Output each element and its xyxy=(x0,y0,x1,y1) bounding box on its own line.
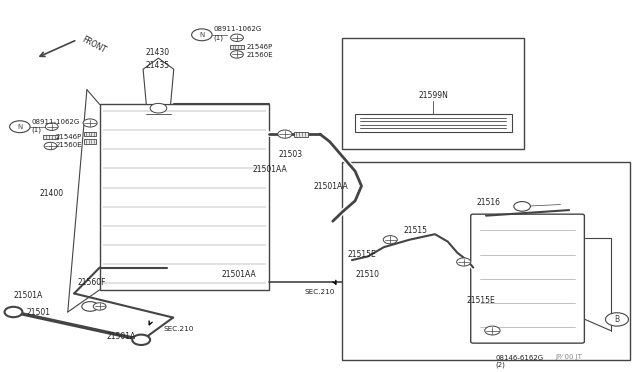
Bar xyxy=(230,45,244,49)
Text: N: N xyxy=(199,32,205,38)
Circle shape xyxy=(4,307,22,317)
Text: 21510: 21510 xyxy=(355,270,379,279)
Bar xyxy=(294,132,308,137)
Bar xyxy=(44,135,58,139)
Text: 21435: 21435 xyxy=(145,61,169,70)
Circle shape xyxy=(10,121,30,133)
Text: 21400: 21400 xyxy=(39,189,63,198)
Circle shape xyxy=(150,103,167,113)
Text: 21501AA: 21501AA xyxy=(314,182,348,190)
Text: 08911-1062G: 08911-1062G xyxy=(31,119,79,125)
Text: 21599N: 21599N xyxy=(419,91,448,100)
Text: SEC.210: SEC.210 xyxy=(164,326,194,332)
Circle shape xyxy=(132,335,150,345)
Text: 08911-1062G: 08911-1062G xyxy=(213,26,262,32)
Circle shape xyxy=(44,142,57,150)
Circle shape xyxy=(82,302,99,311)
Text: 21516: 21516 xyxy=(476,198,500,207)
Text: (1): (1) xyxy=(31,126,42,133)
Text: N: N xyxy=(17,124,22,130)
Bar xyxy=(342,38,524,149)
Circle shape xyxy=(383,235,397,244)
Text: 21515E: 21515E xyxy=(467,296,495,305)
Circle shape xyxy=(93,303,106,310)
Text: SEC.210: SEC.210 xyxy=(305,289,335,295)
Text: 21560E: 21560E xyxy=(246,52,273,58)
Text: 21546P: 21546P xyxy=(56,134,82,140)
Circle shape xyxy=(45,123,58,131)
Text: JP⁄ 00 JT: JP⁄ 00 JT xyxy=(556,354,582,360)
Text: 21501A: 21501A xyxy=(13,291,43,300)
Text: (2): (2) xyxy=(495,361,506,368)
Bar xyxy=(100,105,269,290)
Bar xyxy=(84,132,97,137)
Text: 21515E: 21515E xyxy=(348,250,376,259)
Bar xyxy=(84,139,97,144)
Circle shape xyxy=(230,51,243,58)
Text: 21560E: 21560E xyxy=(56,142,82,148)
Text: 21560F: 21560F xyxy=(77,278,106,287)
Circle shape xyxy=(605,313,628,326)
Text: 21501AA: 21501AA xyxy=(221,270,256,279)
Text: B: B xyxy=(614,315,620,324)
Circle shape xyxy=(457,258,470,266)
Polygon shape xyxy=(143,58,173,105)
Text: 21503: 21503 xyxy=(278,150,303,159)
Text: 21430: 21430 xyxy=(145,48,169,57)
FancyBboxPatch shape xyxy=(470,214,584,343)
Bar xyxy=(355,114,511,132)
Circle shape xyxy=(83,119,97,127)
Text: FRONT: FRONT xyxy=(81,34,108,55)
Text: 08146-6162G: 08146-6162G xyxy=(495,355,544,361)
Text: 21501: 21501 xyxy=(26,308,50,317)
Text: 21546P: 21546P xyxy=(246,44,273,50)
Text: (1): (1) xyxy=(213,35,223,41)
Text: 21501A: 21501A xyxy=(106,331,135,341)
Circle shape xyxy=(230,34,243,41)
Text: 21515: 21515 xyxy=(403,226,427,235)
Circle shape xyxy=(278,130,292,138)
Text: 21501AA: 21501AA xyxy=(253,165,288,174)
Circle shape xyxy=(514,202,531,211)
Bar xyxy=(342,162,630,360)
Circle shape xyxy=(191,29,212,41)
Circle shape xyxy=(484,326,500,335)
